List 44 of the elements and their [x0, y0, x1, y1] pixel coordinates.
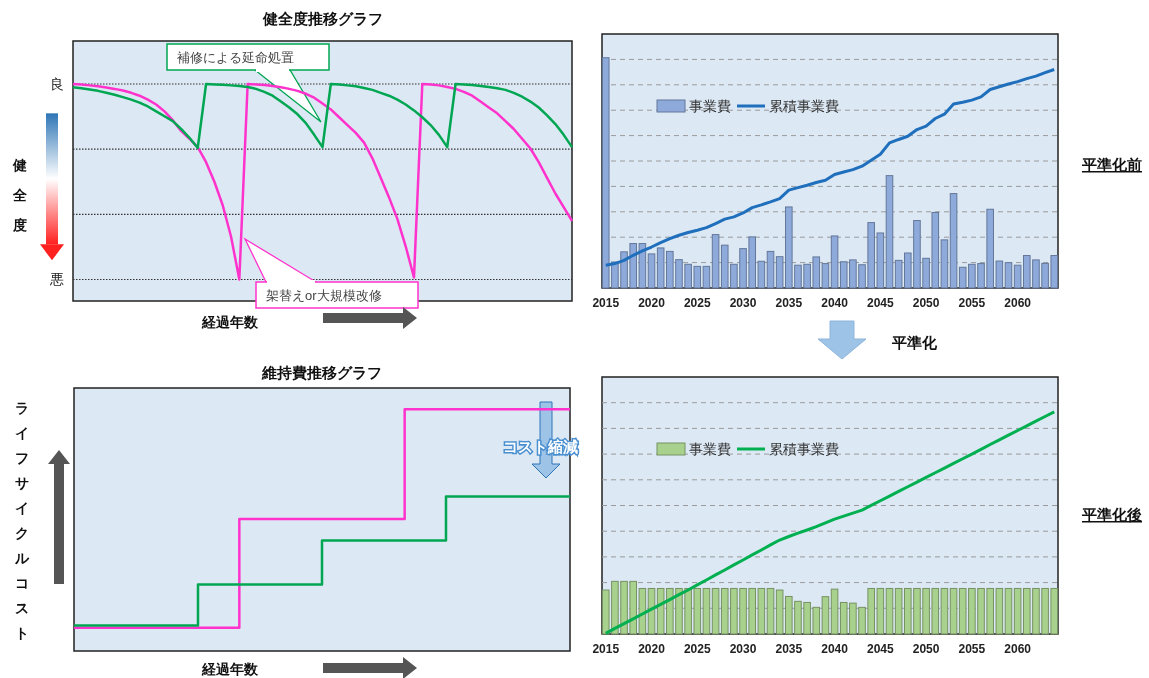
- x-tick-label: 2035: [775, 296, 803, 310]
- x-tick-label: 2055: [958, 642, 986, 656]
- chart-title: 維持費推移グラフ: [261, 364, 382, 381]
- x-tick-label: 2020: [638, 296, 666, 310]
- bar: [647, 253, 656, 289]
- text: 平準化後: [1081, 506, 1142, 523]
- ref-line-label: 悪: [49, 271, 64, 288]
- x-tick-label: 2035: [775, 642, 803, 656]
- bar: [885, 587, 894, 635]
- x-tick-label: 2020: [638, 642, 666, 656]
- bar: [1004, 587, 1013, 635]
- x-tick-label: 2045: [866, 296, 895, 310]
- x-axis-title: 経過年数: [201, 661, 259, 677]
- x-tick-label: 2060: [1004, 642, 1032, 656]
- legend-label: 累積事業費: [769, 97, 839, 114]
- x-axis-title: 経過年数: [201, 314, 259, 330]
- text: 補修による延命処置: [177, 49, 294, 65]
- x-tick-label: 2045: [866, 642, 895, 656]
- y-axis-title: 健全度: [12, 157, 28, 233]
- x-tick-label: 2060: [1004, 296, 1032, 310]
- bar: [885, 175, 894, 289]
- x-tick-label: 2015: [592, 642, 620, 656]
- x-tick-label: 2055: [958, 296, 986, 310]
- text: 平準化前: [1081, 156, 1142, 173]
- x-tick-label: 2030: [729, 642, 757, 656]
- legend-label: 事業費: [689, 440, 731, 457]
- x-tick-label: 2025: [683, 642, 711, 656]
- chart-title: 健全度推移グラフ: [261, 10, 383, 27]
- x-tick-label: 2040: [821, 642, 849, 656]
- x-tick-label: 2025: [683, 296, 711, 310]
- ref-line-label: 良: [50, 75, 64, 92]
- bar: [1004, 262, 1013, 289]
- x-tick-label: 2015: [592, 296, 620, 310]
- x-tick-label: 2030: [729, 296, 757, 310]
- text: ライフサイクルコスト: [15, 400, 29, 641]
- x-tick-label: 2050: [912, 642, 940, 656]
- bar: [766, 587, 775, 635]
- x-tick-label: 2040: [821, 296, 849, 310]
- legend-label: 事業費: [689, 97, 731, 114]
- bar: [766, 250, 775, 289]
- x-tick-label: 2050: [912, 296, 940, 310]
- legend-label: 累積事業費: [769, 440, 839, 457]
- text: 平準化: [890, 334, 938, 351]
- text: 架替えor大規模改修: [266, 287, 382, 303]
